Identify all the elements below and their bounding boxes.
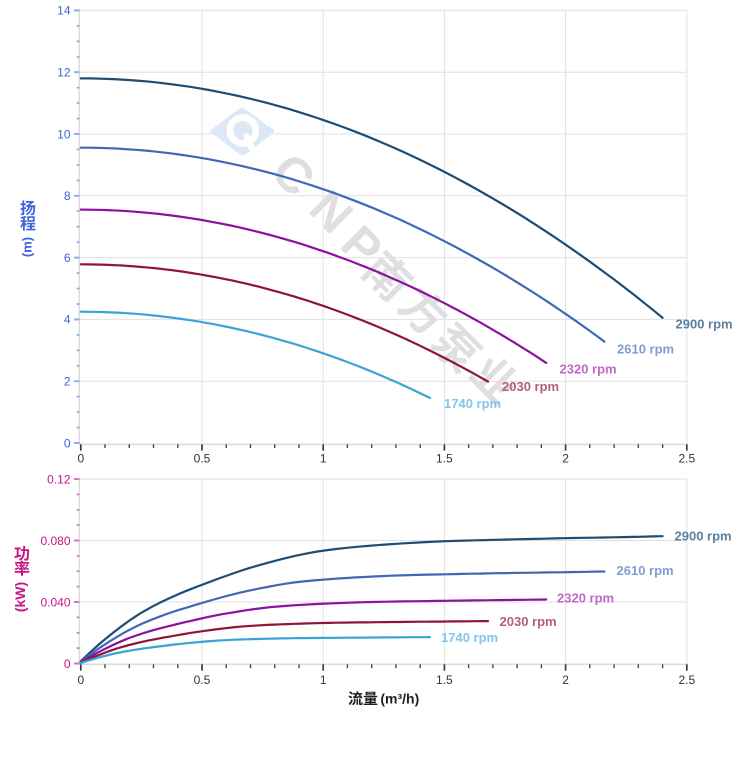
svg-text:2900 rpm: 2900 rpm — [676, 317, 733, 332]
svg-text:1: 1 — [320, 673, 327, 687]
svg-text:1.5: 1.5 — [436, 452, 453, 466]
svg-text:0.080: 0.080 — [40, 534, 70, 548]
svg-text:0: 0 — [64, 657, 71, 671]
svg-text:14: 14 — [57, 4, 71, 18]
svg-text:2: 2 — [562, 673, 569, 687]
svg-text:1.5: 1.5 — [436, 673, 453, 687]
svg-text:2.5: 2.5 — [678, 673, 695, 687]
svg-text:12: 12 — [57, 66, 71, 80]
svg-text:2: 2 — [64, 375, 71, 389]
svg-text:1740 rpm: 1740 rpm — [441, 630, 498, 645]
svg-text:6: 6 — [64, 251, 71, 265]
svg-text:1740 rpm: 1740 rpm — [444, 396, 501, 411]
svg-text:2030 rpm: 2030 rpm — [500, 614, 557, 629]
svg-text:2.5: 2.5 — [678, 452, 695, 466]
svg-text:(m³/h): (m³/h) — [380, 691, 419, 707]
svg-text:2: 2 — [562, 452, 569, 466]
svg-text:4: 4 — [64, 313, 71, 327]
svg-text:2320 rpm: 2320 rpm — [560, 362, 617, 377]
svg-text:1: 1 — [320, 452, 327, 466]
svg-text:0.5: 0.5 — [194, 673, 211, 687]
svg-text:2030 rpm: 2030 rpm — [502, 379, 559, 394]
svg-text:(kW): (kW) — [12, 582, 28, 612]
svg-text:2320 rpm: 2320 rpm — [557, 591, 614, 606]
svg-text:0: 0 — [64, 436, 71, 450]
svg-text:0.12: 0.12 — [47, 472, 71, 486]
svg-text:10: 10 — [57, 127, 71, 141]
svg-text:8: 8 — [64, 189, 71, 203]
svg-text:2610 rpm: 2610 rpm — [617, 342, 674, 357]
svg-text:0: 0 — [77, 673, 84, 687]
svg-text:0: 0 — [77, 452, 84, 466]
svg-text:2610 rpm: 2610 rpm — [617, 563, 674, 578]
svg-text:2900 rpm: 2900 rpm — [675, 529, 732, 544]
svg-text:(m): (m) — [19, 237, 34, 257]
svg-text:0.5: 0.5 — [194, 452, 211, 466]
svg-text:0.040: 0.040 — [40, 595, 70, 609]
